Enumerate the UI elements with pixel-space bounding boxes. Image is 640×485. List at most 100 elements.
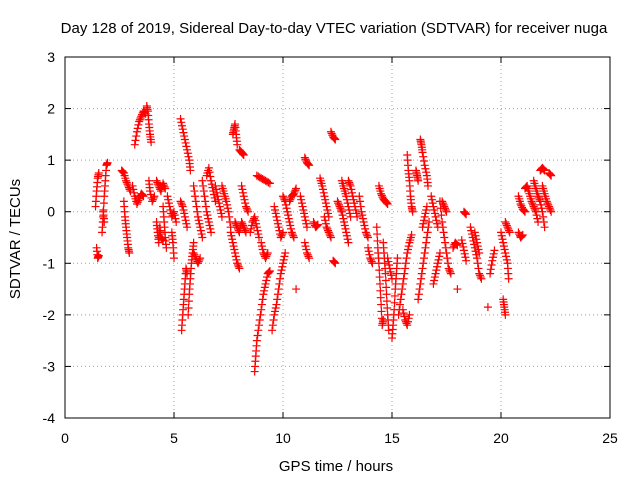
data-point [206, 172, 215, 181]
data-point [251, 216, 260, 225]
data-point [216, 205, 225, 214]
data-point [281, 248, 290, 257]
data-point [237, 218, 246, 227]
data-point [238, 185, 247, 194]
data-point [270, 310, 279, 319]
data-point [382, 283, 391, 292]
data-point [197, 230, 206, 239]
data-point [182, 219, 191, 228]
data-point [401, 259, 410, 268]
data-point [407, 230, 416, 239]
data-point [355, 192, 364, 201]
data-point [457, 236, 466, 245]
data-point [408, 207, 417, 216]
data-point [540, 223, 549, 232]
data-point [261, 254, 270, 263]
data-point [472, 235, 481, 244]
data-point [539, 212, 548, 221]
data-point [363, 231, 372, 240]
data-point [139, 192, 148, 201]
data-point [474, 245, 483, 254]
data-point [212, 188, 221, 197]
data-point [274, 223, 283, 232]
data-point [177, 121, 186, 130]
data-point [390, 298, 399, 307]
data-point [289, 233, 298, 242]
data-point [131, 136, 140, 145]
data-point [446, 267, 455, 276]
data-point [419, 254, 428, 263]
data-point [522, 182, 531, 191]
data-point [373, 230, 382, 239]
data-point [398, 305, 407, 314]
data-point [477, 274, 486, 283]
data-point [449, 243, 458, 252]
data-point [433, 259, 442, 268]
data-point [223, 204, 232, 213]
data-point [207, 228, 216, 237]
data-point [432, 216, 441, 225]
data-point [201, 202, 210, 211]
data-point [417, 269, 426, 278]
data-point [336, 204, 345, 213]
data-point [207, 180, 216, 189]
data-point [382, 199, 391, 208]
data-point [462, 210, 471, 219]
data-point [342, 231, 351, 240]
data-point [517, 232, 526, 241]
data-point [260, 286, 269, 295]
data-point [135, 194, 144, 203]
data-point [255, 316, 264, 325]
data-point [470, 228, 479, 237]
data-point [300, 212, 309, 221]
data-point [466, 223, 475, 232]
data-point [533, 214, 542, 223]
data-point [179, 128, 188, 137]
data-point [331, 135, 340, 144]
data-point [285, 218, 294, 227]
data-point [438, 197, 447, 206]
data-point [545, 169, 554, 178]
data-point [129, 185, 138, 194]
data-point [265, 179, 274, 188]
data-point [191, 197, 200, 206]
data-point [487, 261, 496, 270]
data-point [431, 212, 440, 221]
data-point [281, 200, 290, 209]
data-point [184, 297, 193, 306]
data-point [366, 255, 375, 264]
data-point [94, 169, 103, 178]
data-point [367, 257, 376, 266]
data-point [274, 285, 283, 294]
data-point [231, 252, 240, 261]
data-point [276, 274, 285, 283]
data-point [243, 205, 252, 214]
data-point [180, 132, 189, 141]
data-point [338, 211, 347, 220]
data-point [301, 216, 310, 225]
data-point [228, 238, 237, 247]
data-point [330, 258, 339, 267]
data-point [330, 134, 339, 143]
y-tick-label: -2 [43, 307, 56, 323]
data-point [198, 176, 207, 185]
data-point [425, 218, 434, 227]
data-point [403, 245, 412, 254]
data-point [133, 124, 142, 133]
data-point [402, 319, 411, 328]
data-point [502, 252, 511, 261]
data-point [256, 310, 265, 319]
data-point [419, 219, 428, 228]
data-point [231, 248, 240, 257]
data-point [154, 180, 163, 189]
data-point [361, 224, 370, 233]
data-point [255, 233, 264, 242]
data-point [229, 242, 238, 251]
data-point [234, 262, 243, 271]
data-point [275, 279, 284, 288]
data-point [195, 219, 204, 228]
data-point [351, 205, 360, 214]
y-tick-label: 0 [47, 204, 55, 220]
data-point [161, 184, 170, 193]
data-point [276, 233, 285, 242]
